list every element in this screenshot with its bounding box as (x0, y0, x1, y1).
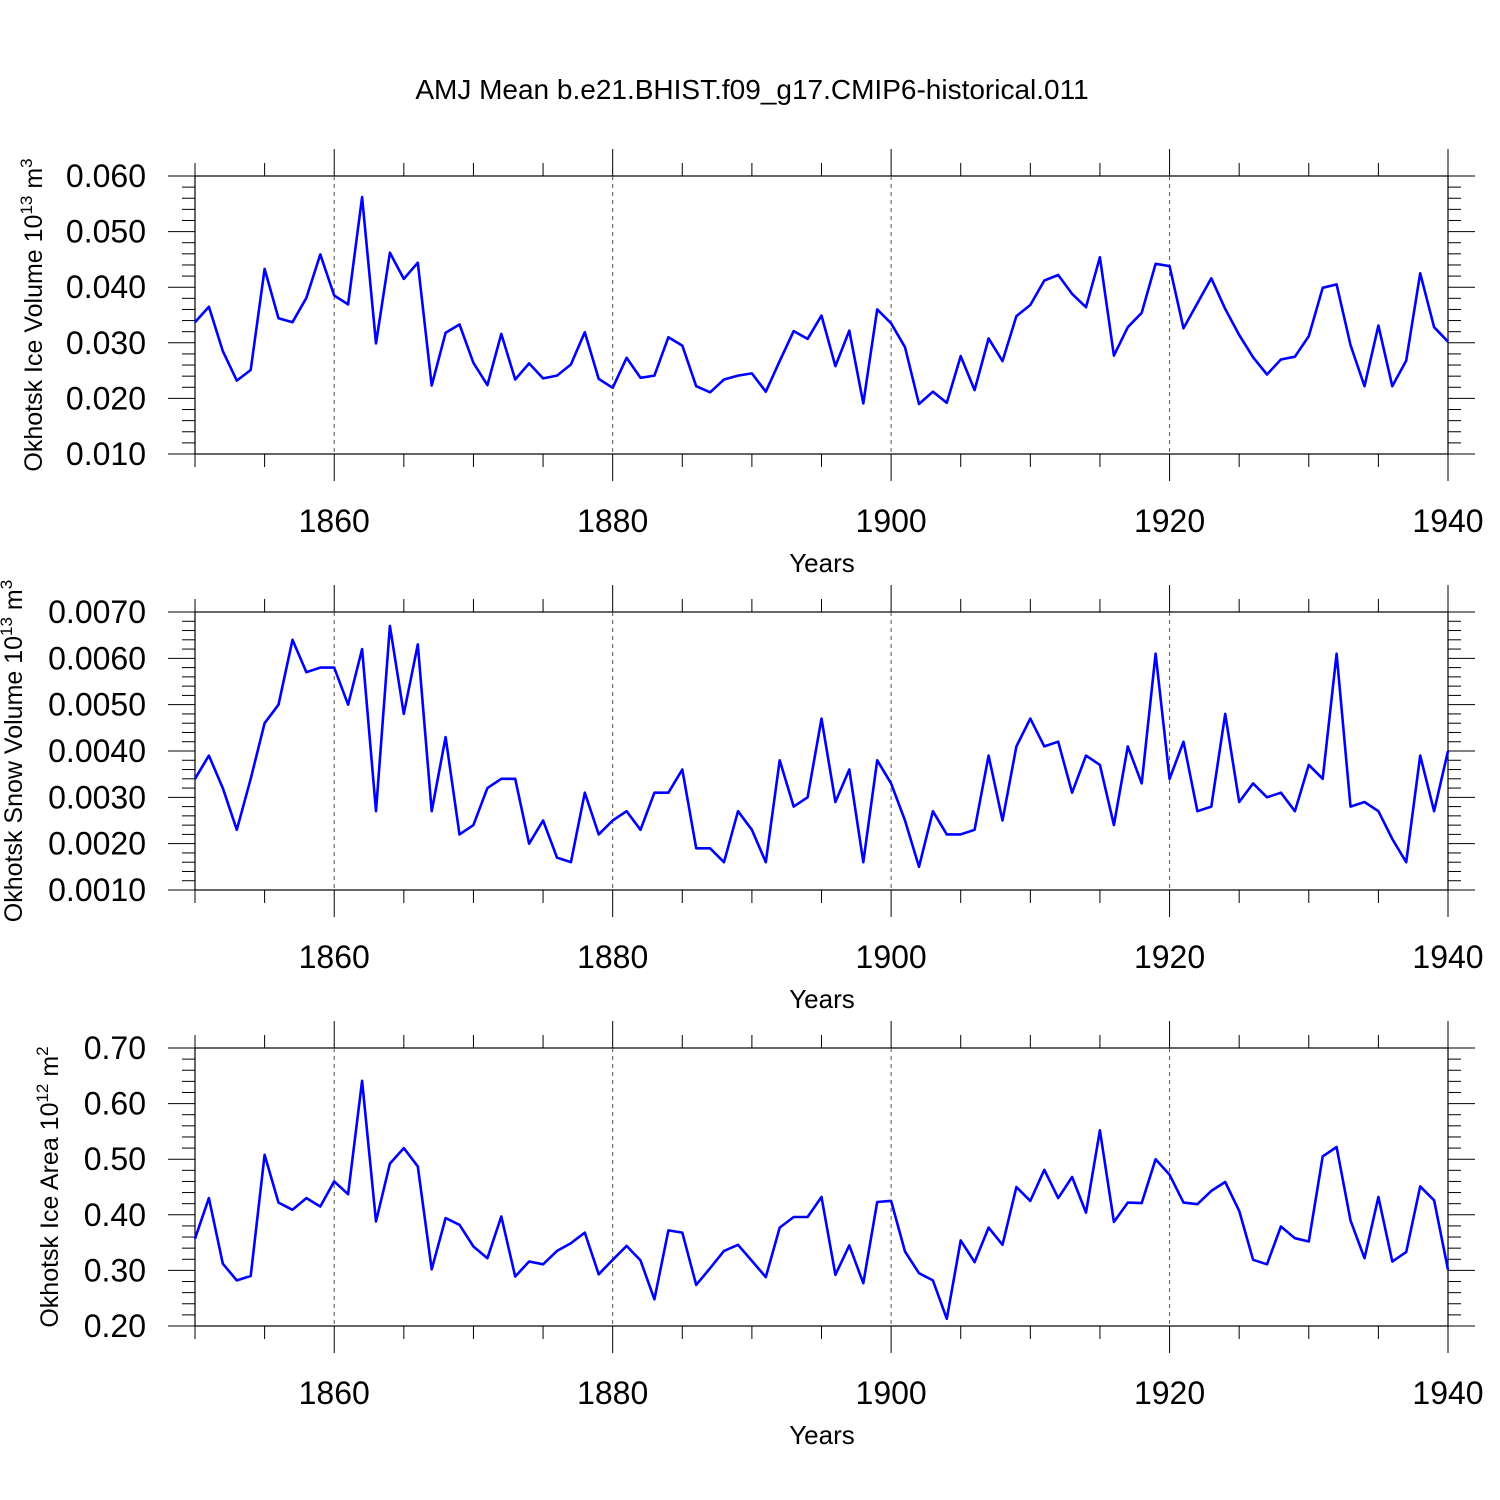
y-tick-label: 0.40 (84, 1197, 146, 1233)
x-tick-label: 1940 (1412, 1375, 1483, 1411)
axis-ticks (168, 1021, 1475, 1353)
x-tick-label: 1880 (577, 503, 648, 539)
y-tick-label: 0.040 (66, 269, 146, 305)
grid-lines (333, 176, 1171, 454)
y-tick-label: 0.0050 (48, 687, 146, 723)
y-tick-label: 0.050 (66, 214, 146, 250)
x-tick-labels: 1860 1880 1900 1920 1940 (299, 1375, 1484, 1411)
y-tick-label: 0.20 (84, 1308, 146, 1344)
x-axis-label: Years (789, 984, 855, 1014)
y-tick-label: 0.020 (66, 380, 146, 416)
x-tick-label: 1940 (1412, 939, 1483, 975)
axis-ticks (168, 585, 1475, 917)
x-tick-label: 1920 (1134, 1375, 1205, 1411)
x-tick-label: 1900 (856, 939, 927, 975)
panel-ice-area: 0.20 0.30 0.40 0.50 0.60 0.70 1860 1880 1900 192… (33, 1021, 1484, 1450)
grid-lines (333, 1048, 1171, 1326)
x-tick-label: 1900 (856, 1375, 927, 1411)
y-tick-label: 0.60 (84, 1086, 146, 1122)
plot-frame (194, 611, 1449, 891)
x-tick-label: 1920 (1134, 503, 1205, 539)
x-tick-label: 1880 (577, 1375, 648, 1411)
y-tick-label: 0.0030 (48, 779, 146, 815)
x-axis-label: Years (789, 1420, 855, 1450)
axis-ticks (168, 149, 1475, 481)
x-tick-labels: 1860 1880 1900 1920 1940 (299, 503, 1484, 539)
y-tick-label: 0.0060 (48, 640, 146, 676)
x-axis-label: Years (789, 548, 855, 578)
y-tick-labels: 0.20 0.30 0.40 0.50 0.60 0.70 (84, 1030, 146, 1344)
y-tick-labels: 0.0010 0.0020 0.0030 0.0040 0.0050 0.0060 0.00… (48, 594, 146, 908)
grid-lines (333, 612, 1171, 890)
y-tick-label: 0.0040 (48, 733, 146, 769)
y-tick-label: 0.0070 (48, 594, 146, 630)
y-tick-label: 0.70 (84, 1030, 146, 1066)
figure-title: AMJ Mean b.e21.BHIST.f09_g17.CMIP6-histo… (415, 74, 1088, 105)
x-tick-label: 1880 (577, 939, 648, 975)
y-axis-label: Okhotsk Ice Area 1012 m2 (33, 1046, 64, 1327)
y-tick-label: 0.030 (66, 325, 146, 361)
series-line (194, 195, 1449, 406)
y-tick-label: 0.060 (66, 158, 146, 194)
y-axis-label: Okhotsk Ice Volume 1013 m3 (17, 158, 48, 471)
y-tick-label: 0.0010 (48, 872, 146, 908)
x-tick-label: 1860 (299, 503, 370, 539)
x-tick-label: 1900 (856, 503, 927, 539)
y-axis-label: Okhotsk Snow Volume 1013 m3 (0, 580, 28, 922)
y-tick-label: 0.0020 (48, 826, 146, 862)
series-layer (193, 624, 1450, 869)
series-line (193, 624, 1450, 869)
y-tick-label: 0.30 (84, 1252, 146, 1288)
x-tick-label: 1940 (1412, 503, 1483, 539)
x-tick-label: 1920 (1134, 939, 1205, 975)
x-tick-label: 1860 (299, 1375, 370, 1411)
x-tick-labels: 1860 1880 1900 1920 1940 (299, 939, 1484, 975)
panel-snow-volume: 0.0010 0.0020 0.0030 0.0040 0.0050 0.0060 0.00… (0, 580, 1484, 1014)
y-tick-label: 0.50 (84, 1141, 146, 1177)
series-layer (193, 1079, 1450, 1321)
x-tick-label: 1860 (299, 939, 370, 975)
y-tick-labels: 0.010 0.020 0.030 0.040 0.050 0.060 (66, 158, 146, 472)
series-line (193, 1079, 1450, 1321)
series-layer (194, 195, 1449, 406)
y-tick-label: 0.010 (66, 436, 146, 472)
